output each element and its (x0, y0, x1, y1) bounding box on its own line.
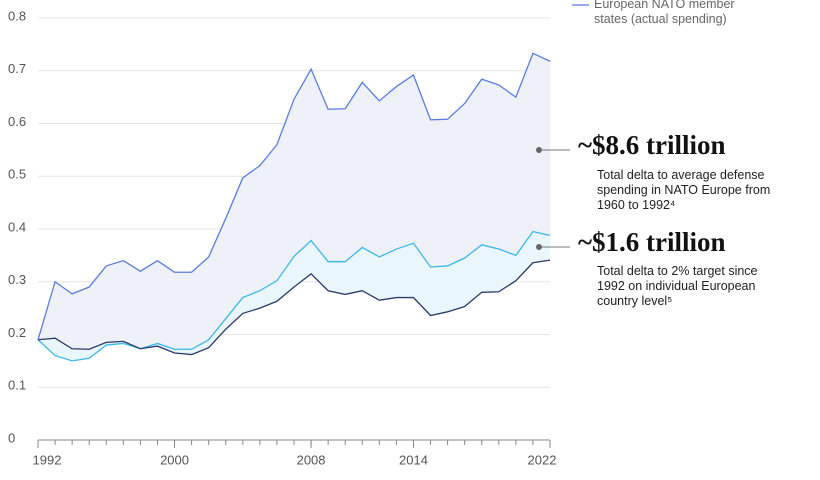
area (38, 53, 550, 361)
annotation-title: ~$8.6 trillion (578, 130, 726, 160)
series-line (37, 52, 551, 340)
y-tick-label: 0.5 (8, 167, 26, 182)
y-tick-label: 0.3 (8, 272, 26, 287)
x-tick-label: 2022 (528, 452, 557, 467)
x-tick-label: 2014 (399, 452, 428, 467)
y-tick-label: 0.6 (8, 114, 26, 129)
x-tick-label: 1992 (33, 452, 62, 467)
series-line (37, 230, 551, 362)
pointer-dot (536, 147, 542, 153)
annotation-text: Total delta to average defense spending … (597, 168, 771, 212)
annotation-text: Total delta to 2% target since 1992 on i… (597, 264, 758, 308)
x-tick-label: 2000 (160, 452, 189, 467)
x-tick-label: 2008 (297, 452, 326, 467)
y-tick-label: 0.7 (8, 61, 26, 76)
y-tick-label: 0.4 (8, 219, 26, 234)
y-tick-label: 0.1 (8, 378, 26, 393)
annotation-title: ~$1.6 trillion (578, 227, 726, 257)
pointer-dot (536, 244, 542, 250)
legend-label: European NATO member states (actual spen… (594, 0, 735, 26)
series-line (37, 259, 551, 356)
y-tick-label: 0.8 (8, 8, 26, 23)
y-tick-label: 0 (8, 430, 15, 445)
y-tick-label: 0.2 (8, 325, 26, 340)
area (38, 231, 550, 361)
